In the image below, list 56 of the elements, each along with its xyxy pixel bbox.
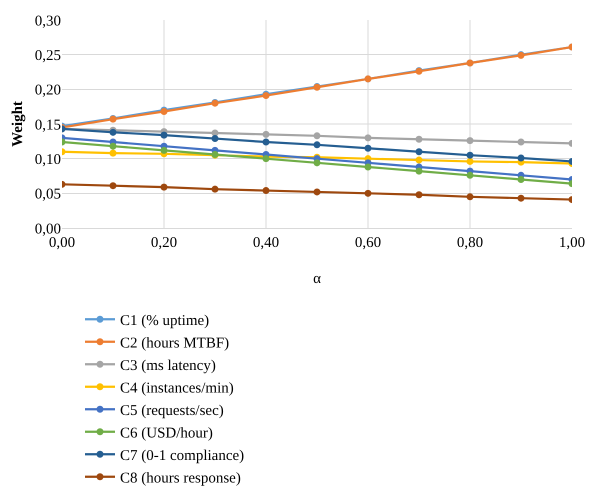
point bbox=[262, 187, 270, 194]
point bbox=[110, 142, 116, 150]
point bbox=[160, 132, 168, 139]
point bbox=[262, 138, 270, 146]
y-tick-label: 0,05 bbox=[34, 186, 61, 203]
legend-label: C8 (hours response) bbox=[120, 470, 241, 487]
y-tick-label: 0,20 bbox=[34, 82, 61, 99]
x-tick-label: 0,00 bbox=[48, 235, 76, 251]
x-tick-label: 1,00 bbox=[558, 235, 586, 251]
x-tick-label: 0,20 bbox=[150, 235, 178, 251]
point bbox=[110, 182, 116, 190]
legend-label: C3 (ms latency) bbox=[120, 358, 216, 374]
legend-label: C2 (hours MTBF) bbox=[120, 336, 230, 352]
point bbox=[518, 138, 524, 146]
point bbox=[314, 159, 320, 166]
point bbox=[160, 184, 168, 191]
point bbox=[518, 154, 524, 162]
legend-label: C1 (% uptime) bbox=[120, 313, 210, 330]
point bbox=[518, 176, 524, 183]
y-tick-label: 0,15 bbox=[34, 117, 61, 134]
x-tick-label: 0,60 bbox=[354, 235, 382, 251]
point bbox=[212, 186, 218, 193]
point bbox=[518, 194, 524, 202]
point bbox=[416, 191, 422, 198]
point bbox=[160, 146, 168, 154]
y-tick-label: 0,25 bbox=[34, 48, 61, 64]
legend-label: C4 (instances/min) bbox=[120, 380, 234, 397]
y-tick-label: 0,30 bbox=[34, 13, 61, 30]
point bbox=[466, 137, 474, 144]
point bbox=[364, 134, 372, 142]
point bbox=[314, 141, 320, 148]
y-tick-label: 0,10 bbox=[34, 152, 61, 168]
x-axis-title: α bbox=[313, 271, 322, 287]
point bbox=[466, 172, 474, 179]
point bbox=[466, 193, 474, 200]
point bbox=[466, 158, 474, 165]
point bbox=[416, 136, 422, 143]
point bbox=[314, 132, 320, 140]
legend-label: C6 (USD/hour) bbox=[120, 426, 213, 442]
point bbox=[466, 152, 474, 159]
legend-label: C5 (requests/sec) bbox=[120, 403, 224, 420]
x-tick-label: 0,40 bbox=[252, 235, 280, 251]
legend-label: C7 (0-1 compliance) bbox=[120, 448, 244, 464]
point bbox=[416, 156, 422, 164]
x-tick-label: 0,80 bbox=[456, 235, 484, 251]
point bbox=[364, 144, 372, 152]
point bbox=[314, 188, 320, 196]
point bbox=[262, 130, 270, 138]
point bbox=[364, 190, 372, 197]
point bbox=[212, 135, 218, 142]
point bbox=[364, 163, 372, 170]
y-tick-label: 0,00 bbox=[34, 221, 61, 238]
point bbox=[416, 168, 422, 175]
y-axis-title: Weight bbox=[10, 101, 26, 147]
point bbox=[416, 148, 422, 156]
point bbox=[110, 150, 116, 157]
